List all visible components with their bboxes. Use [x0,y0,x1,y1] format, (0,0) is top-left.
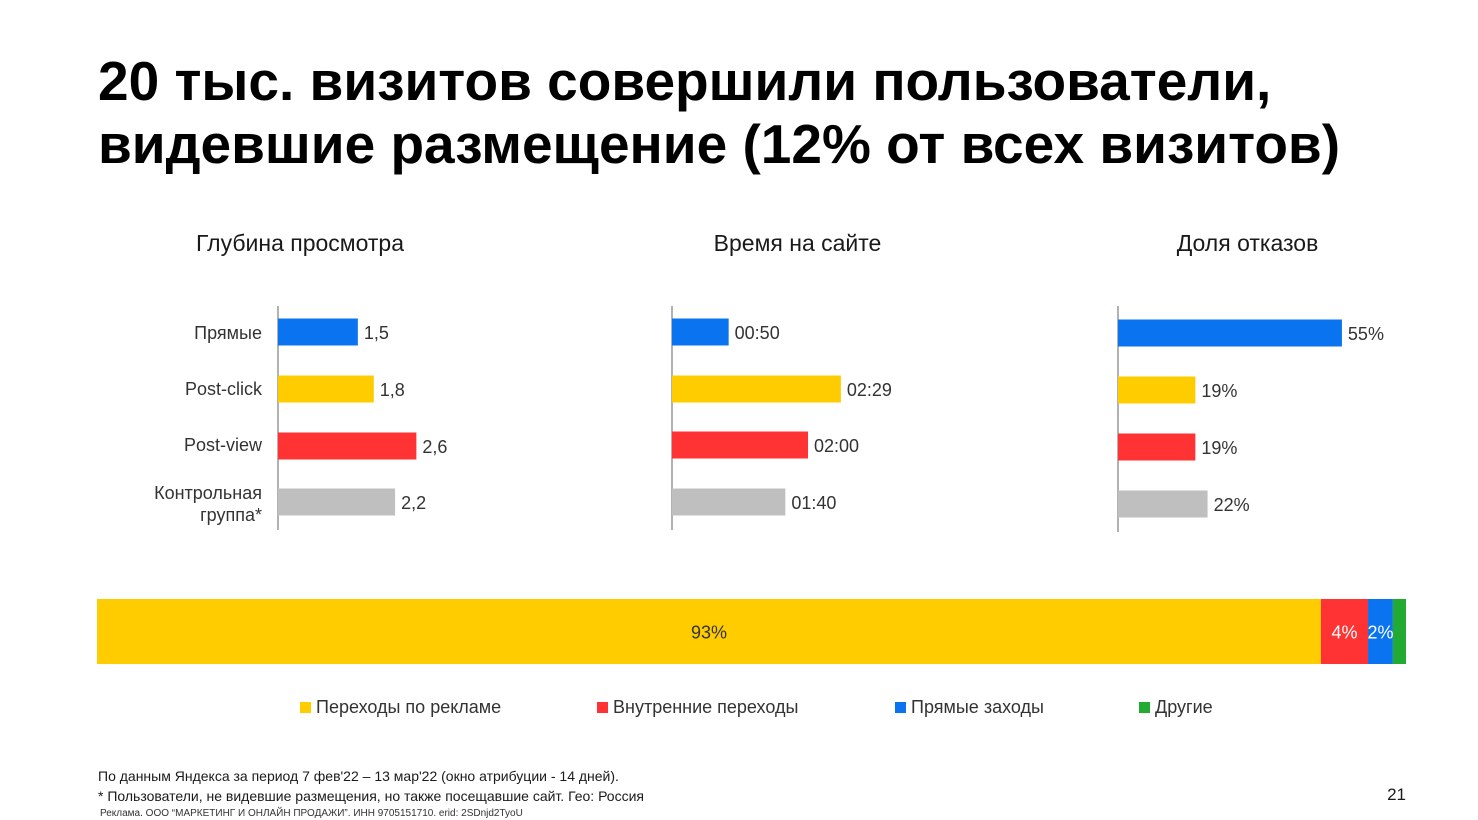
bar-depth-control [278,488,396,516]
stacked-segment-direct [1368,599,1393,664]
stacked-segment-other [1392,599,1406,664]
bar-bounce-control [1118,490,1208,518]
legend-item-other: Другие [1139,697,1213,718]
value-label-depth-post-click: 1,8 [380,380,405,400]
category-label-direct: Прямые [194,323,262,343]
bar-bounce-post-click [1118,376,1196,404]
legend-item-ads: Переходы по рекламе [300,697,501,718]
value-label-depth-post-view: 2,6 [422,437,447,457]
chart-title-depth: Глубина просмотра [196,230,404,256]
stacked-label-direct: 2% [1367,623,1393,643]
value-label-bounce-post-click: 19% [1201,381,1237,401]
value-label-time-control: 01:40 [791,493,836,513]
stacked-label-internal: 4% [1331,623,1357,643]
legend-label-internal: Внутренние переходы [613,697,799,717]
legend-item-direct: Прямые заходы [895,697,1044,718]
ad-disclaimer: Реклама. ООО “МАРКЕТИНГ И ОНЛАЙН ПРОДАЖИ… [100,808,523,819]
bar-bounce-direct [1118,319,1342,347]
bar-time-post-view [672,431,808,459]
legend-swatch-ads [300,702,311,713]
page-number: 21 [1387,785,1406,804]
legend-swatch-direct [895,702,906,713]
bar-time-post-click [672,375,841,403]
category-label-post-click: Post-click [185,379,263,399]
bar-depth-post-click [278,375,374,403]
value-label-bounce-direct: 55% [1348,324,1384,344]
value-label-time-post-click: 02:29 [847,380,892,400]
stacked-segment-internal [1320,599,1369,664]
legend-item-internal: Внутренние переходы [597,697,798,718]
value-label-bounce-post-view: 19% [1201,438,1237,458]
category-label-post-view: Post-view [184,435,263,455]
footnote-source: По данным Яндекса за период 7 фев'22 – 1… [98,768,619,784]
legend-swatch-other [1139,702,1150,713]
chart-title-time: Время на сайте [713,230,882,256]
bar-time-direct [672,318,729,346]
value-label-depth-control: 2,2 [401,493,426,513]
legend-label-other: Другие [1155,697,1213,717]
category-label-control-1: Контрольная [154,483,262,503]
legend-label-direct: Прямые заходы [911,697,1044,717]
footnote-control-group: * Пользователи, не видевшие размещения, … [98,788,644,804]
category-label-control-2: группа* [200,505,262,525]
page-title-line-1: 20 тыс. визитов совершили пользователи, [98,50,1272,112]
stacked-label-ads: 93% [691,623,727,643]
legend-swatch-internal [597,702,608,713]
value-label-time-direct: 00:50 [735,323,780,343]
bar-depth-post-view [278,432,417,460]
value-label-time-post-view: 02:00 [814,436,859,456]
page-title: 20 тыс. визитов совершили пользователи, … [98,50,1438,176]
chart-title-bounce: Доля отказов [1176,230,1319,256]
legend-label-ads: Переходы по рекламе [316,697,502,717]
value-label-depth-direct: 1,5 [364,323,389,343]
bar-time-control [672,488,786,516]
value-label-bounce-control: 22% [1214,495,1250,515]
page-title-line-2: видевшие размещение (12% от всех визитов… [98,113,1341,175]
bar-depth-direct [278,318,358,346]
bar-bounce-post-view [1118,433,1196,461]
stacked-segment-ads [97,599,1321,664]
